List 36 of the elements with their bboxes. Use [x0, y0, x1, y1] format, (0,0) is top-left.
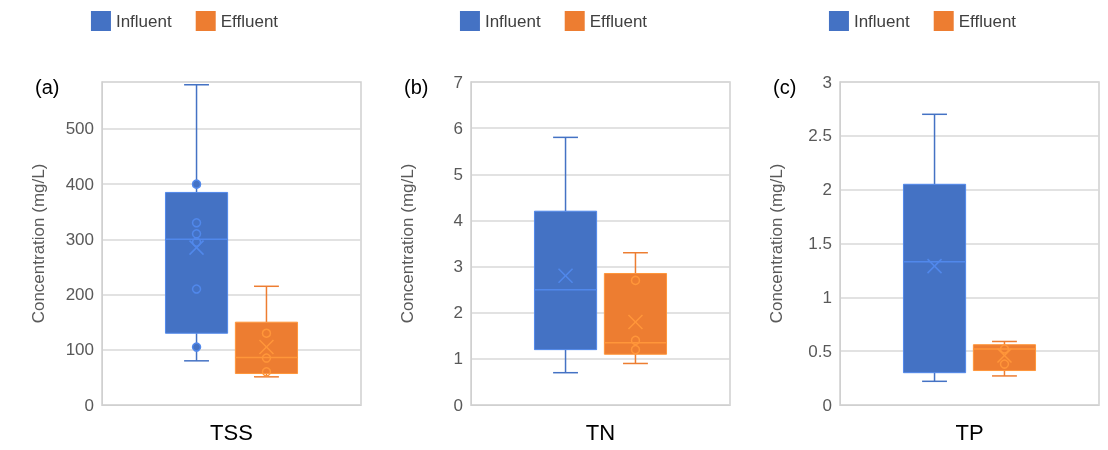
y-tick-label: 3: [822, 72, 832, 92]
y-tick-label: 4: [453, 210, 463, 230]
y-tick-label: 7: [453, 72, 463, 92]
y-tick-label: 6: [453, 118, 463, 138]
y-tick-label: 200: [65, 285, 94, 305]
y-tick-label: 2: [822, 180, 832, 200]
y-tick-label: 3: [453, 257, 463, 277]
legend-label: Effluent: [589, 11, 648, 31]
y-axis-title: Concentration (mg/L): [767, 163, 786, 324]
y-tick-label: 0: [453, 395, 463, 415]
y-tick-label: 0: [822, 395, 832, 415]
legend-label: Influent: [115, 11, 172, 31]
y-tick-label: 400: [65, 174, 94, 194]
x-tick-label: TSS: [210, 419, 253, 445]
chart-title: (b): [404, 76, 429, 98]
y-tick-label: 2.5: [808, 126, 832, 146]
y-tick-label: 300: [65, 229, 94, 249]
y-tick-label: 2: [453, 303, 463, 323]
x-tick-label: TP: [955, 419, 984, 445]
legend-label: Effluent: [958, 11, 1017, 31]
legend-label: Influent: [853, 11, 910, 31]
y-tick-label: 1: [453, 349, 463, 369]
chart-title: (c): [773, 76, 797, 98]
y-tick-label: 100: [65, 340, 94, 360]
legend-label: Influent: [484, 11, 541, 31]
y-tick-label: 5: [453, 164, 463, 184]
legend-label: Effluent: [220, 11, 279, 31]
y-tick-label: 0.5: [808, 341, 832, 361]
y-tick-label: 0: [84, 395, 94, 415]
y-tick-label: 500: [65, 119, 94, 139]
chart-title: (a): [35, 76, 60, 98]
y-axis-title: Concentration (mg/L): [398, 163, 417, 324]
y-axis-title: Concentration (mg/L): [29, 163, 48, 324]
y-tick-label: 1.5: [808, 234, 832, 253]
y-tick-label: 1: [822, 287, 832, 307]
x-tick-label: TN: [585, 419, 616, 445]
